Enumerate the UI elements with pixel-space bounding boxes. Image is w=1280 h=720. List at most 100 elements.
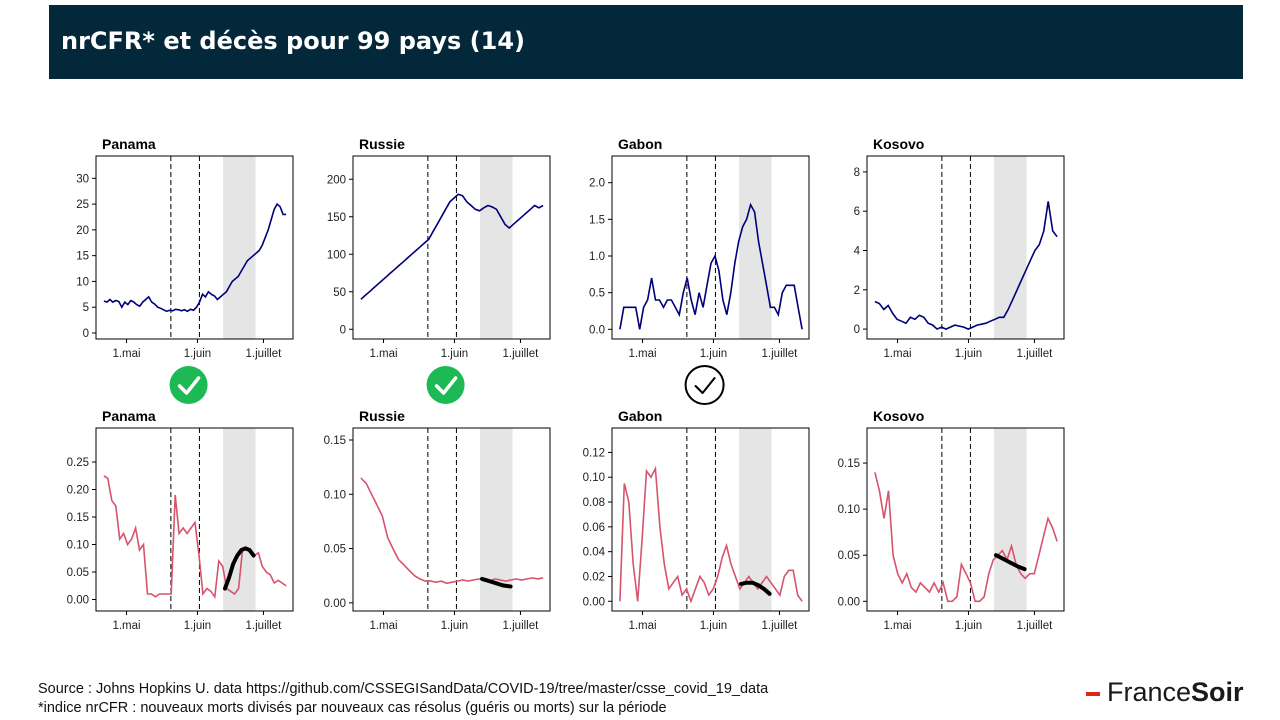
fit-curve	[480, 576, 513, 589]
y-tick-label: 0.15	[67, 512, 89, 524]
plot-frame	[95, 427, 294, 612]
check-green-icon	[169, 366, 208, 404]
x-tick-label: 1.juillet	[762, 620, 799, 632]
page-title: nrCFR* et décès pour 99 pays (14)	[61, 27, 525, 55]
chart-nrcfr-russie: Russie 0 50 100 150 200 1.mai 1.juin 1.juillet	[327, 136, 551, 360]
series-line	[103, 475, 287, 599]
logo-dash	[1086, 691, 1100, 696]
x-tick-label: 1.juillet	[246, 620, 283, 632]
y-tick-label: 25	[76, 199, 89, 211]
title-bar: nrCFR* et décès pour 99 pays (14)	[49, 5, 1243, 79]
x-tick-label: 1.mai	[369, 348, 397, 360]
y-tick-label: 0.15	[324, 435, 346, 447]
chart-title: Gabon	[618, 408, 662, 424]
x-tick-label: 1.juin	[700, 348, 728, 360]
y-tick-label: 0.02	[583, 571, 605, 583]
y-tick-label: 8	[854, 167, 860, 179]
chart-title: Russie	[359, 408, 405, 424]
source-text: Source : Johns Hopkins U. data https://g…	[38, 681, 769, 697]
series-line	[360, 477, 544, 585]
series-line	[619, 202, 803, 330]
shaded-period	[739, 428, 772, 611]
y-tick-label: 0.06	[583, 522, 605, 534]
check-circle	[684, 365, 725, 405]
chart-title: Russie	[359, 136, 405, 152]
y-tick-label: 0.00	[583, 596, 605, 608]
x-tick-label: 1.juillet	[246, 348, 283, 360]
y-tick-label: 4	[854, 246, 861, 258]
y-tick-label: 0.05	[67, 567, 89, 579]
x-tick-label: 1.juillet	[762, 348, 799, 360]
x-tick-label: 1.juin	[700, 620, 728, 632]
chart-title: Kosovo	[873, 136, 924, 152]
series-line	[103, 202, 287, 313]
y-tick-label: 0	[83, 328, 89, 340]
x-tick-label: 1.juillet	[1017, 348, 1054, 360]
series-line	[874, 472, 1058, 603]
chart-title: Gabon	[618, 136, 662, 152]
shaded-period	[994, 428, 1027, 611]
y-tick-label: 150	[327, 212, 346, 224]
x-tick-label: 1.juillet	[1017, 620, 1054, 632]
x-tick-label: 1.juin	[441, 620, 469, 632]
fit-curve	[994, 553, 1027, 572]
y-tick-label: 0.10	[838, 504, 860, 516]
y-tick-label: 0.0	[589, 324, 605, 336]
shaded-period	[739, 156, 772, 339]
y-tick-label: 1.5	[589, 214, 605, 226]
y-tick-label: 0.10	[67, 540, 89, 552]
plot-frame	[95, 155, 294, 340]
y-tick-label: 0.05	[838, 550, 860, 562]
chart-nrcfr-kosovo: Kosovo 0 2 4 6 8 1.mai 1.juin 1.juillet	[854, 136, 1065, 360]
check-mark	[434, 376, 458, 395]
y-tick-label: 0.00	[838, 596, 860, 608]
chart-deaths-kosovo: Kosovo 0.00 0.05 0.10 0.15 1.mai 1.juin 1.juill…	[838, 408, 1065, 632]
y-tick-label: 10	[76, 276, 89, 288]
plot-frame	[611, 155, 810, 340]
y-tick-label: 2.0	[589, 178, 605, 190]
y-tick-label: 50	[333, 287, 346, 299]
series-line	[619, 465, 803, 604]
shaded-period	[223, 156, 256, 339]
chart-nrcfr-panama: Panama 0 5 10 15 20 25 30 1.mai 1.juin 1.juillet	[76, 136, 294, 360]
plot-frame	[352, 155, 551, 340]
y-tick-label: 20	[76, 225, 89, 237]
shaded-period	[994, 156, 1027, 339]
x-tick-label: 1.juillet	[503, 620, 540, 632]
y-tick-label: 0.05	[324, 544, 346, 556]
logo-text-france: France	[1107, 677, 1192, 707]
y-tick-label: 0.5	[589, 288, 605, 300]
y-tick-label: 0.00	[67, 595, 89, 607]
fit-curve	[223, 546, 256, 591]
y-tick-label: 0.12	[583, 447, 605, 459]
y-tick-label: 100	[327, 249, 346, 261]
y-tick-label: 0.25	[67, 457, 89, 469]
check-mark	[177, 376, 201, 395]
y-tick-label: 0	[340, 324, 346, 336]
chart-deaths-panama: Panama 0.00 0.05 0.10 0.15 0.20 0.25 1.mai 1.jui…	[67, 408, 294, 632]
y-tick-label: 2	[854, 285, 860, 297]
y-tick-label: 0.10	[583, 472, 605, 484]
chart-deaths-gabon: Gabon 0.00 0.02 0.04 0.06 0.08 0.10 0.12 1.mai 1.…	[583, 408, 810, 632]
chart-nrcfr-gabon: Gabon 0.0 0.5 1.0 1.5 2.0 1.mai 1.juin 1.juillet	[589, 136, 810, 360]
series-line	[360, 193, 544, 300]
x-tick-label: 1.juillet	[503, 348, 540, 360]
y-tick-label: 1.0	[589, 251, 605, 263]
x-tick-label: 1.mai	[112, 620, 140, 632]
y-tick-label: 6	[854, 206, 860, 218]
y-tick-label: 0.08	[583, 497, 605, 509]
y-tick-label: 0	[854, 324, 860, 336]
x-tick-label: 1.juin	[184, 348, 212, 360]
check-circle	[426, 366, 465, 404]
check-circle	[169, 366, 208, 404]
y-tick-label: 5	[83, 302, 89, 314]
plot-frame	[866, 427, 1065, 612]
y-tick-label: 0.04	[583, 547, 606, 559]
y-tick-label: 30	[76, 173, 89, 185]
y-tick-label: 0.00	[324, 598, 346, 610]
chart-title: Kosovo	[873, 408, 924, 424]
x-tick-label: 1.juin	[955, 620, 983, 632]
chart-title: Panama	[102, 136, 156, 152]
francesoir-logo: FranceSoir	[1086, 677, 1244, 708]
